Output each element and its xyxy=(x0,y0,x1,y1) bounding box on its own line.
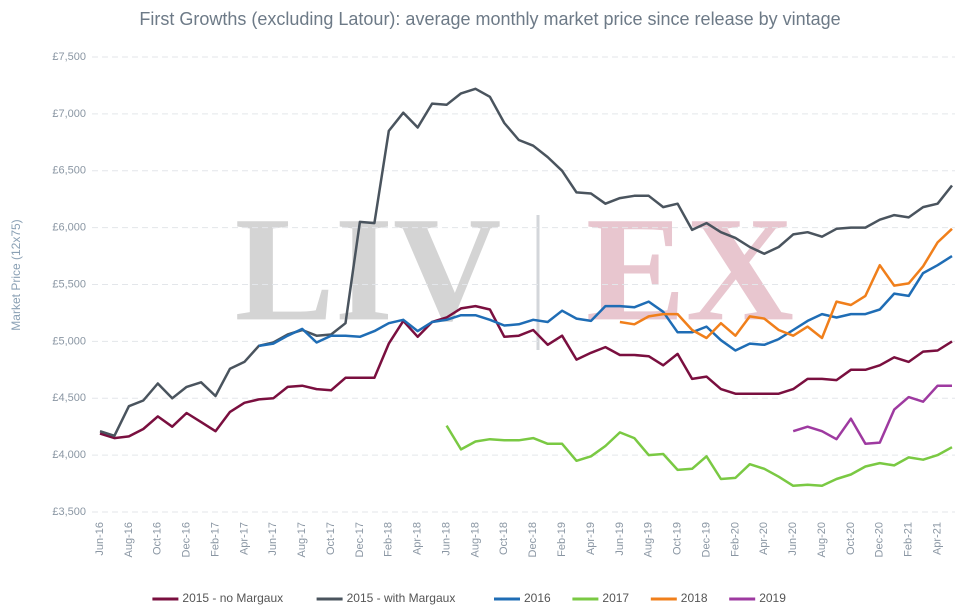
y-tick-label: £4,500 xyxy=(52,392,86,404)
x-tick-label: Dec-17 xyxy=(354,522,366,557)
y-tick-label: £4,000 xyxy=(52,449,86,461)
x-tick-label: Aug-17 xyxy=(296,522,308,557)
line-series xyxy=(258,255,953,352)
x-tick-label: Jun-17 xyxy=(267,522,279,556)
y-tick-label: £5,500 xyxy=(52,278,86,290)
x-tick-label: Dec-19 xyxy=(700,522,712,557)
line-series xyxy=(99,87,953,438)
legend-label: 2015 - no Margaux xyxy=(182,591,283,605)
x-tick-label: Apr-17 xyxy=(238,522,250,555)
x-tick-label: Apr-18 xyxy=(412,522,424,555)
x-tick-label: Jun-19 xyxy=(614,522,626,556)
legend-label: 2017 xyxy=(602,591,629,605)
x-tick-label: Jun-18 xyxy=(440,522,452,556)
x-tick-label: Apr-19 xyxy=(585,522,597,555)
x-tick-label: Apr-21 xyxy=(931,522,943,555)
y-tick-label: £5,000 xyxy=(52,335,86,347)
y-tick-label: £7,000 xyxy=(52,108,86,120)
x-tick-label: Oct-17 xyxy=(325,522,337,555)
y-tick-label: £3,500 xyxy=(52,506,86,518)
y-tick-label: £6,500 xyxy=(52,165,86,177)
x-tick-label: Feb-20 xyxy=(729,522,741,557)
x-tick-label: Dec-18 xyxy=(527,522,539,557)
x-tick-label: Oct-18 xyxy=(498,522,510,555)
x-tick-label: Feb-21 xyxy=(903,522,915,557)
line-series xyxy=(99,304,953,440)
line-series xyxy=(792,384,952,446)
watermark: EX xyxy=(586,186,794,352)
x-tick-label: Aug-20 xyxy=(816,522,828,557)
y-axis-title: Market Price (12x75) xyxy=(9,219,23,330)
x-tick-label: Jun-20 xyxy=(787,522,799,556)
line-series xyxy=(445,424,953,488)
x-tick-label: Feb-17 xyxy=(209,522,221,557)
x-tick-label: Oct-20 xyxy=(845,522,857,555)
legend-label: 2015 - with Margaux xyxy=(347,591,456,605)
x-tick-label: Oct-16 xyxy=(152,522,164,555)
x-tick-label: Feb-19 xyxy=(556,522,568,557)
line-series xyxy=(619,227,953,340)
y-tick-label: £7,500 xyxy=(52,51,86,63)
x-tick-label: Aug-18 xyxy=(469,522,481,557)
y-tick-label: £6,000 xyxy=(52,222,86,234)
legend-label: 2019 xyxy=(759,591,786,605)
x-tick-label: Aug-16 xyxy=(123,522,135,557)
chart-title: First Growths (excluding Latour): averag… xyxy=(139,9,840,29)
x-tick-label: Feb-18 xyxy=(383,522,395,557)
x-tick-label: Dec-20 xyxy=(874,522,886,557)
x-tick-label: Oct-19 xyxy=(672,522,684,555)
x-tick-label: Jun-16 xyxy=(94,522,106,556)
legend-label: 2016 xyxy=(524,591,551,605)
x-tick-label: Apr-20 xyxy=(758,522,770,555)
x-tick-label: Dec-16 xyxy=(181,522,193,557)
legend-label: 2018 xyxy=(681,591,708,605)
watermark: LIV xyxy=(235,186,502,352)
x-tick-label: Aug-19 xyxy=(643,522,655,557)
